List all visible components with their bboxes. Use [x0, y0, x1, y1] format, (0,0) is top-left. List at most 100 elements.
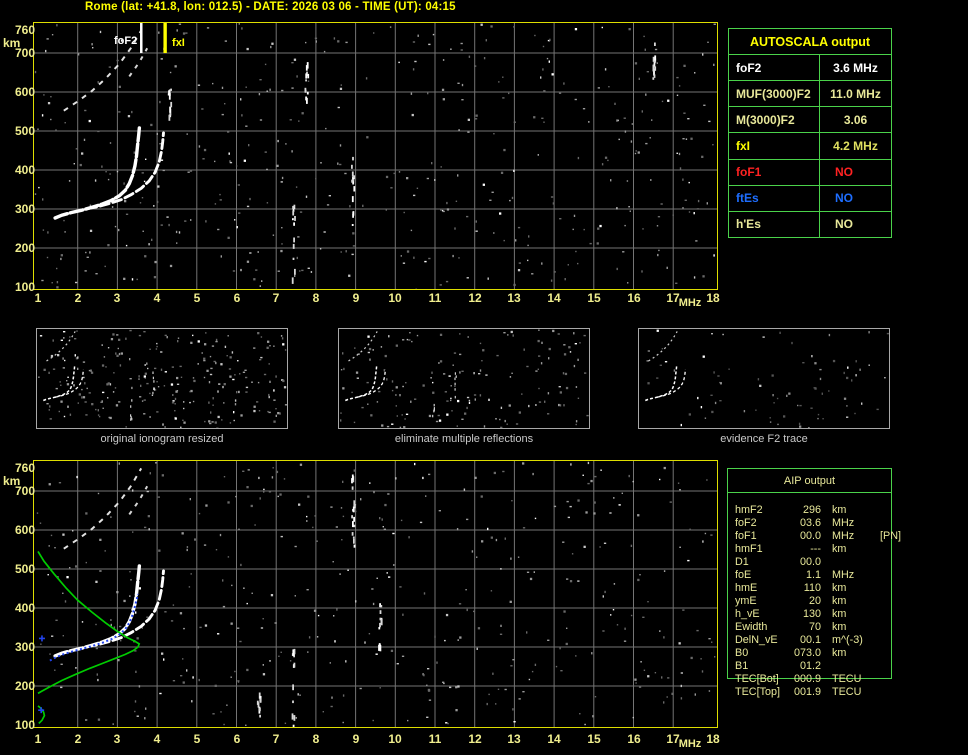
- aip-row: DelN_vE 00.1 m^(-3): [728, 634, 891, 647]
- y-axis-tick: 100: [14, 280, 35, 294]
- x-axis-tick: 5: [193, 732, 201, 746]
- y-axis-tick: 760: [14, 461, 35, 475]
- aip-row: ymE 20 km: [728, 595, 891, 608]
- autoscala-row: fxI 4.2 MHz: [729, 132, 891, 159]
- noise-layer: [646, 329, 889, 428]
- x-axis-tick: 17: [666, 291, 680, 305]
- y-axis-tick: 200: [14, 241, 35, 255]
- aip-row-unit: m^(-3): [832, 634, 863, 646]
- aip-row-unit: km: [832, 647, 847, 659]
- x-axis-tick: 13: [507, 291, 521, 305]
- x-axis-tick: 7: [272, 732, 280, 746]
- aip-row-note: [871, 660, 891, 673]
- autoscala-row-value: NO: [835, 217, 853, 232]
- aip-row-note: [871, 595, 891, 608]
- aip-row-unit: km: [832, 582, 847, 594]
- electron-density-profile: [37, 550, 141, 695]
- x-axis-tick: 10: [388, 291, 402, 305]
- blue-cross-mark: [38, 707, 45, 714]
- x-axis-tick: 18: [706, 732, 720, 746]
- aip-row-value: 001.9: [793, 686, 821, 698]
- x-axis-tick: 11: [428, 291, 442, 305]
- y-axis-tick: 200: [14, 679, 35, 693]
- aip-row-note: [871, 621, 891, 634]
- x-axis-tick: 15: [587, 732, 601, 746]
- aip-row-value: 01.2: [799, 660, 821, 672]
- x-axis-tick: 3: [113, 291, 121, 305]
- bottom-ionogram-plot: [33, 460, 718, 728]
- x-axis-tick: 9: [352, 732, 360, 746]
- autoscala-table-rows: foF2 3.6 MHz MUF(3000)F2 11.0 MHz M(3000)F2 3…: [729, 55, 891, 237]
- autoscala-row-label: foF2: [729, 55, 820, 81]
- fxI-marker-line: [163, 23, 167, 53]
- thumbnail-caption-3: evidence F2 trace: [720, 433, 808, 445]
- aip-row-label: hmE: [735, 582, 758, 594]
- top-ionogram-plot: foF2 fxI: [33, 22, 718, 290]
- x-axis-tick: 12: [468, 732, 482, 746]
- y-axis-tick: 300: [14, 640, 35, 654]
- aip-row-value: 296: [802, 504, 821, 516]
- aip-table-header: AIP output: [728, 469, 891, 493]
- aip-row-note: [871, 556, 891, 569]
- aip-row-value: 1.1: [805, 569, 821, 581]
- aip-row-label: foE: [735, 569, 752, 581]
- aip-table-rows: hmF2 296 km foF2 03.6 MHz foF1 00.0 MHz [PN] hmF1 -…: [728, 504, 901, 699]
- y-axis-unit-label: km: [3, 474, 21, 488]
- aip-row-value: 110: [803, 582, 821, 594]
- aip-row: TEC[Top] 001.9 TECU: [728, 686, 891, 699]
- aip-row-label: TEC[Bot]: [735, 673, 779, 685]
- aip-row-label: h_vE: [735, 608, 760, 620]
- x-axis-tick: 4: [153, 732, 161, 746]
- autoscala-output-table: AUTOSCALA output foF2 3.6 MHz MUF(3000)F2 1…: [728, 28, 892, 238]
- autoscala-row: ftEs NO: [729, 184, 891, 211]
- thumbnail-canvas: [38, 329, 287, 428]
- autoscala-row: h'Es NO: [729, 210, 891, 237]
- y-axis-tick: 500: [14, 124, 35, 138]
- aip-row-note: [871, 634, 891, 647]
- aip-row-unit: MHz: [832, 530, 855, 542]
- x-axis-tick: 18: [706, 291, 720, 305]
- x-axis-tick: 9: [352, 291, 360, 305]
- aip-row-label: TEC[Top]: [735, 686, 781, 698]
- aip-row: Ewidth 70 km: [728, 621, 891, 634]
- x-axis-tick: 6: [233, 732, 241, 746]
- aip-row-unit: km: [832, 608, 847, 620]
- autoscala-row-value: NO: [835, 165, 853, 180]
- aip-row-label: hmF2: [735, 504, 763, 516]
- aip-row: D1 00.0: [728, 556, 891, 569]
- aip-row-value: 130: [802, 608, 821, 620]
- aip-row: foE 1.1 MHz: [728, 569, 891, 582]
- foF2-marker-line: [140, 23, 143, 53]
- x-axis-tick: 8: [312, 732, 320, 746]
- aip-row: B0 073.0 km: [728, 647, 891, 660]
- aip-output-table: AIP output hmF2 296 km foF2 03.6 MHz foF1 00.0 M…: [727, 468, 901, 698]
- aip-row-unit: TECU: [832, 686, 862, 698]
- aip-row: h_vE 130 km: [728, 608, 891, 621]
- aip-row-label: B0: [735, 647, 749, 659]
- top-ionogram-canvas: [34, 23, 717, 289]
- x-axis-tick: 14: [547, 291, 561, 305]
- aip-row: foF1 00.0 MHz [PN]: [728, 530, 901, 543]
- aip-row-value: 073.0: [793, 647, 821, 659]
- y-axis-tick: 600: [14, 85, 35, 99]
- x-axis-tick: 16: [627, 732, 641, 746]
- aip-row-label: DelN_vE: [735, 634, 778, 646]
- autoscala-row: foF1 NO: [729, 158, 891, 185]
- fxI-marker-label: fxI: [172, 37, 185, 49]
- aip-row-value: 20: [808, 595, 821, 607]
- aip-row-value: 00.0: [799, 530, 821, 542]
- autoscala-row-value: 3.6 MHz: [833, 60, 878, 75]
- aip-row-value: 00.0: [799, 556, 821, 568]
- aip-row: hmF2 296 km: [728, 504, 891, 517]
- page-title: Rome (lat: +41.8, lon: 012.5) - DATE: 20…: [85, 1, 456, 13]
- aip-row-note: [871, 582, 891, 595]
- x-axis-tick: 4: [153, 291, 161, 305]
- autoscala-row: foF2 3.6 MHz: [729, 55, 891, 81]
- y-axis-tick: 300: [14, 202, 35, 216]
- autoscala-row: MUF(3000)F2 11.0 MHz: [729, 80, 891, 107]
- gridlines: [34, 461, 717, 727]
- aip-row-label: ymE: [735, 595, 757, 607]
- x-axis-tick: 15: [587, 291, 601, 305]
- aip-row-label: foF2: [735, 517, 757, 529]
- aip-row-unit: km: [832, 504, 847, 516]
